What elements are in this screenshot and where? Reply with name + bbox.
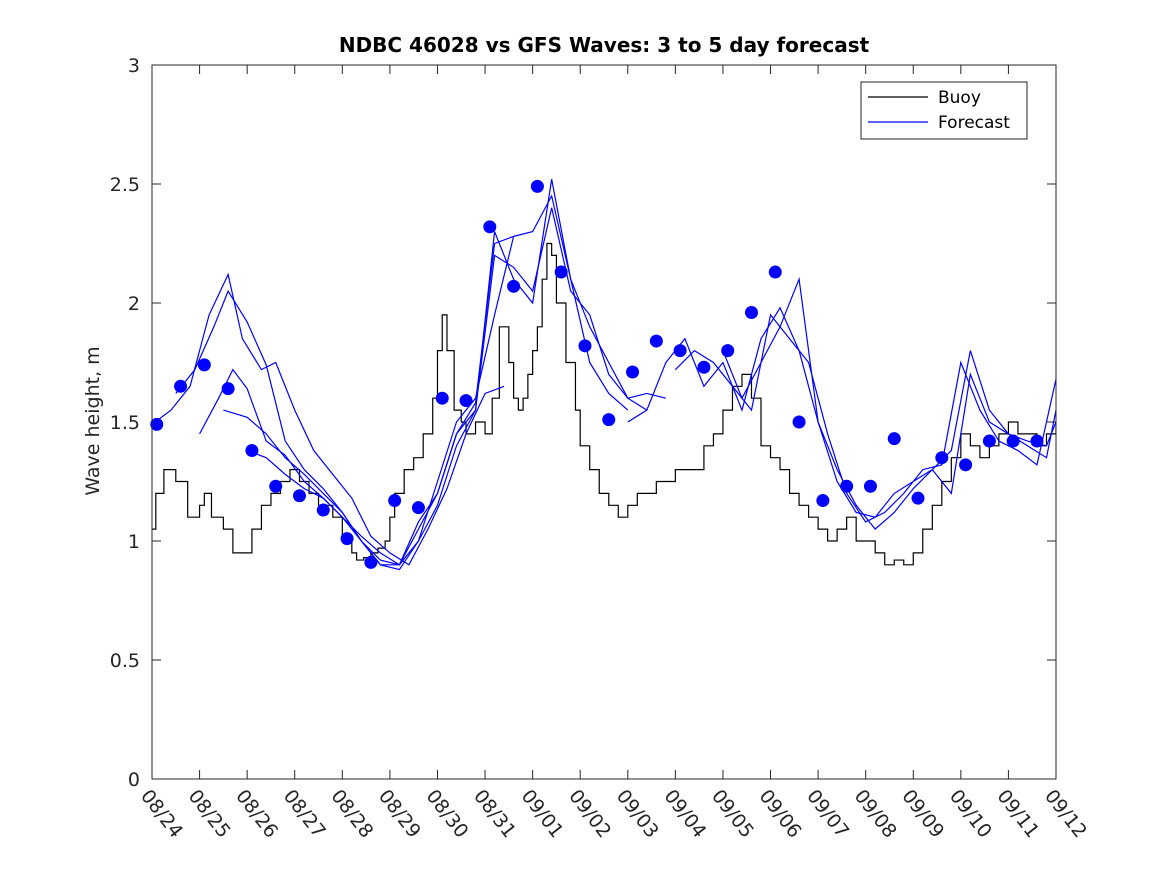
forecast-marker-point xyxy=(340,532,354,546)
forecast-marker-point xyxy=(435,391,449,405)
forecast-marker-point xyxy=(150,417,164,431)
forecast-marker-point xyxy=(364,555,378,569)
forecast-run-line xyxy=(674,313,1056,523)
forecast-marker-point xyxy=(507,279,521,293)
y-tick-label: 0.5 xyxy=(110,650,140,672)
legend-forecast-label: Forecast xyxy=(938,113,1010,133)
legend-box xyxy=(860,81,1028,140)
forecast-run-line xyxy=(722,276,1056,530)
legend-buoy-label: Buoy xyxy=(938,88,981,108)
forecast-marker-point xyxy=(197,358,211,372)
forecast-marker-point xyxy=(649,334,663,348)
forecast-marker-point xyxy=(578,339,592,353)
forecast-marker-point xyxy=(744,306,758,320)
forecast-marker-point xyxy=(840,479,854,493)
y-tick-label: 1.5 xyxy=(110,412,140,434)
y-tick-label: 1 xyxy=(128,531,140,553)
forecast-marker-point xyxy=(697,360,711,374)
forecast-marker-point xyxy=(602,413,616,427)
forecast-marker-point xyxy=(459,394,473,408)
plot-area: 00.511.522.5308/2408/2508/2608/2708/2808… xyxy=(110,55,1091,842)
forecast-marker-point xyxy=(673,344,687,358)
y-tick-label: 2.5 xyxy=(110,174,140,196)
forecast-marker-point xyxy=(221,382,235,396)
forecast-marker-point xyxy=(245,444,259,458)
forecast-run-line xyxy=(223,207,648,566)
forecast-marker-point xyxy=(483,220,497,234)
y-tick-label: 0 xyxy=(128,769,140,791)
legend: Buoy Forecast xyxy=(860,81,1028,140)
forecast-marker-point xyxy=(316,503,330,517)
forecast-marker-point xyxy=(1030,434,1044,448)
forecast-marker-point xyxy=(292,489,306,503)
forecast-marker-point xyxy=(887,432,901,446)
forecast-marker-point xyxy=(626,365,640,379)
forecast-marker-point xyxy=(411,501,425,515)
forecast-marker-point xyxy=(792,415,806,429)
forecast-marker-point xyxy=(388,494,402,508)
forecast-marker-point xyxy=(721,344,735,358)
forecast-marker-point xyxy=(982,434,996,448)
y-tick-label: 2 xyxy=(128,293,140,315)
forecast-marker-point xyxy=(530,179,544,193)
forecast-run-line xyxy=(246,179,666,571)
forecast-marker-point xyxy=(863,479,877,493)
forecast-marker-point xyxy=(935,451,949,465)
y-tick-label: 3 xyxy=(128,55,140,77)
y-axis-label: Wave height, m xyxy=(82,346,104,495)
forecast-marker-point xyxy=(911,491,925,505)
forecast-marker-point xyxy=(959,458,973,472)
forecast-run-line xyxy=(199,194,629,566)
forecast-run-line xyxy=(627,306,1056,518)
forecast-marker-point xyxy=(768,265,782,279)
forecast-marker-point xyxy=(1006,434,1020,448)
forecast-marker-point xyxy=(174,379,188,393)
forecast-marker-point xyxy=(554,265,568,279)
chart-title: NDBC 46028 vs GFS Waves: 3 to 5 day fore… xyxy=(339,33,870,57)
forecast-marker-point xyxy=(269,479,283,493)
forecast-marker-point xyxy=(816,494,830,508)
forecast-run-line xyxy=(152,272,505,566)
axes-box xyxy=(151,64,1057,780)
